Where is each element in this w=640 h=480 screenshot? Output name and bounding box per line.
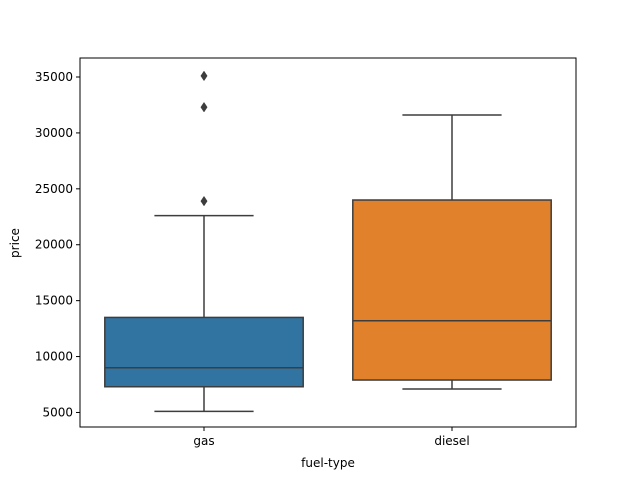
plot-content bbox=[104, 70, 552, 413]
outlier-point bbox=[200, 101, 208, 113]
outlier-point bbox=[200, 195, 208, 207]
y-tick-label: 35000 bbox=[35, 70, 73, 84]
iqr-box bbox=[104, 316, 304, 388]
y-tick-label: 15000 bbox=[35, 294, 73, 308]
box-group-gas bbox=[104, 70, 304, 413]
x-tick-label: gas bbox=[193, 434, 214, 448]
iqr-box bbox=[352, 199, 552, 381]
y-axis-label: price bbox=[8, 228, 22, 258]
plot-frame bbox=[79, 57, 577, 428]
y-tick-label: 10000 bbox=[35, 350, 73, 364]
x-tick-label: diesel bbox=[434, 434, 469, 448]
y-tick-label: 30000 bbox=[35, 126, 73, 140]
x-axis-label: fuel-type bbox=[301, 456, 355, 470]
y-tick-label: 25000 bbox=[35, 182, 73, 196]
box-group-diesel bbox=[352, 114, 552, 390]
y-tick-label: 5000 bbox=[42, 405, 73, 419]
x-axis: gas diesel bbox=[193, 427, 470, 448]
y-tick-label: 20000 bbox=[35, 238, 73, 252]
y-axis: 5000 10000 15000 20000 25000 30000 35000 bbox=[35, 70, 80, 419]
outlier-point bbox=[200, 70, 208, 82]
